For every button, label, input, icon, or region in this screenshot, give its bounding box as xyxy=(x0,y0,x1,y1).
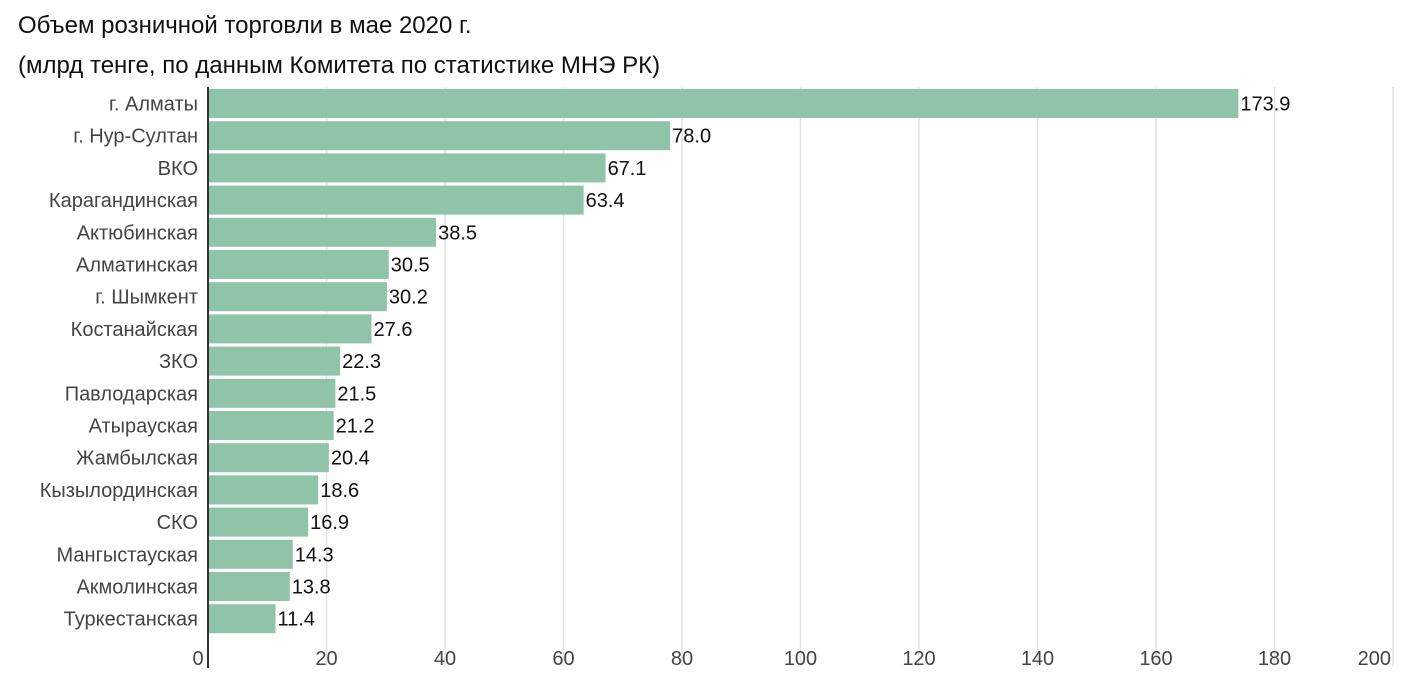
bar xyxy=(208,604,276,634)
value-label: 38.5 xyxy=(438,222,477,244)
bar xyxy=(208,443,329,473)
category-label: Костанайская xyxy=(71,319,198,341)
category-label: г. Нур-Султан xyxy=(73,126,198,148)
bar xyxy=(208,539,293,569)
category-label: Павлодарская xyxy=(65,383,198,405)
value-label: 22.3 xyxy=(342,351,381,373)
x-tick-label: 40 xyxy=(434,648,456,670)
category-label: Кызылординская xyxy=(40,480,198,502)
value-label: 21.2 xyxy=(336,416,375,438)
bar xyxy=(208,282,387,312)
grid-lines xyxy=(325,87,1394,666)
bar xyxy=(208,314,372,344)
category-label: Карагандинская xyxy=(49,190,198,212)
chart-title-block: Объем розничной торговли в мае 2020 г. (… xyxy=(18,6,660,86)
value-label: 27.6 xyxy=(374,319,413,341)
value-label: 30.2 xyxy=(389,287,428,309)
category-label: Жамбылская xyxy=(76,448,198,470)
x-tick-label: 20 xyxy=(315,648,337,670)
bar xyxy=(208,217,437,247)
value-label: 18.6 xyxy=(320,480,359,502)
bar xyxy=(208,507,309,537)
category-label: Актюбинская xyxy=(77,222,198,244)
category-label: СКО xyxy=(157,512,198,534)
value-label: 13.8 xyxy=(292,577,331,599)
x-tick-label: 100 xyxy=(784,648,817,670)
value-label: 20.4 xyxy=(331,448,370,470)
bar xyxy=(208,572,290,601)
bar xyxy=(208,378,336,408)
bar xyxy=(208,121,671,151)
x-tick-label: 60 xyxy=(552,648,574,670)
x-tick-label: 120 xyxy=(902,648,935,670)
value-label: 78.0 xyxy=(672,126,711,148)
value-label: 21.5 xyxy=(337,383,376,405)
category-label: Акмолинская xyxy=(76,577,198,599)
chart-subtitle: (млрд тенге, по данным Комитета по стати… xyxy=(18,52,661,79)
x-tick-label: 80 xyxy=(671,648,693,670)
axis: 0 20 40 60 80 100 120 140 160 180 200 xyxy=(192,87,1391,670)
x-tick-label: 200 xyxy=(1358,648,1391,670)
bar xyxy=(208,89,1239,118)
bar xyxy=(208,475,319,505)
value-label: 11.4 xyxy=(278,609,315,631)
category-label: Алматинская xyxy=(76,255,198,277)
value-label: 67.1 xyxy=(608,158,647,180)
x-tick-label: 180 xyxy=(1258,648,1291,670)
value-label: 30.5 xyxy=(391,255,430,277)
x-tick-label: 140 xyxy=(1021,648,1054,670)
category-label: г. Шымкент xyxy=(95,287,198,309)
category-label: г. Алматы xyxy=(109,94,198,116)
bar xyxy=(208,411,334,440)
x-tick-label: 160 xyxy=(1139,648,1172,670)
category-label: ВКО xyxy=(158,158,198,180)
x-tick-label: 0 xyxy=(192,648,203,670)
category-label: ЗКО xyxy=(159,351,198,373)
value-label: 63.4 xyxy=(586,190,625,212)
chart-title: Объем розничной торговли в мае 2020 г. xyxy=(18,12,472,39)
labels: г. Алматы 173.9 г. Нур-Султан 78.0 ВКО 67.1 Ка… xyxy=(40,94,1291,631)
bar xyxy=(208,346,341,376)
bar xyxy=(208,185,584,215)
value-label: 16.9 xyxy=(310,512,349,534)
category-label: Атырауская xyxy=(89,416,198,438)
value-label: 173.9 xyxy=(1240,94,1290,116)
category-label: Мангыстауская xyxy=(57,544,198,566)
bars xyxy=(208,89,1239,634)
bar xyxy=(208,250,389,279)
value-label: 14.3 xyxy=(295,544,334,566)
bar xyxy=(208,153,606,183)
category-label: Туркестанская xyxy=(64,609,198,631)
